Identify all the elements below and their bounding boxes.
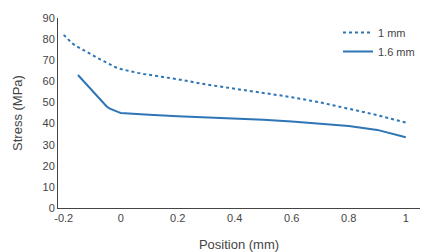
svg-text:0.2: 0.2 — [170, 212, 185, 224]
svg-text:40: 40 — [43, 117, 55, 129]
svg-text:0.8: 0.8 — [341, 212, 356, 224]
svg-text:0.6: 0.6 — [284, 212, 299, 224]
svg-text:1 mm: 1 mm — [378, 27, 406, 39]
svg-text:50: 50 — [43, 96, 55, 108]
svg-text:-0.2: -0.2 — [54, 212, 73, 224]
svg-text:60: 60 — [43, 75, 55, 87]
svg-text:10: 10 — [43, 181, 55, 193]
svg-text:0: 0 — [118, 212, 124, 224]
svg-text:80: 80 — [43, 33, 55, 45]
svg-text:1: 1 — [403, 212, 409, 224]
svg-text:30: 30 — [43, 139, 55, 151]
svg-text:0: 0 — [49, 202, 55, 214]
svg-text:0.4: 0.4 — [227, 212, 242, 224]
svg-text:Stress (MPa): Stress (MPa) — [10, 75, 25, 151]
svg-text:1.6 mm: 1.6 mm — [378, 46, 415, 58]
svg-text:Position (mm): Position (mm) — [199, 237, 279, 252]
svg-text:20: 20 — [43, 160, 55, 172]
svg-text:90: 90 — [43, 12, 55, 24]
svg-text:70: 70 — [43, 54, 55, 66]
